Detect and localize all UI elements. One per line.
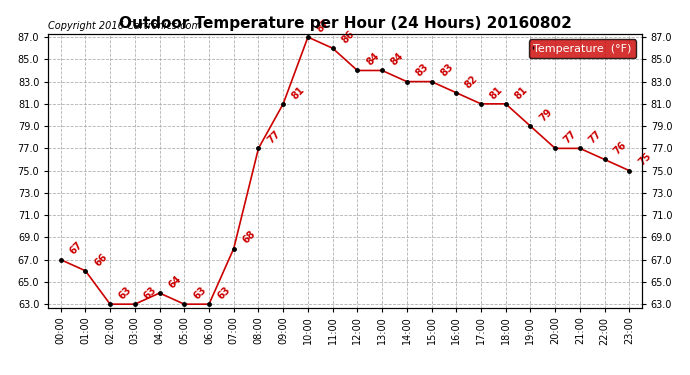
Text: 77: 77 [586,129,604,146]
Text: 77: 77 [562,129,579,146]
Text: 63: 63 [117,285,134,302]
Text: 83: 83 [438,62,455,79]
Text: 81: 81 [488,84,504,101]
Text: 84: 84 [389,51,406,68]
Legend: Temperature  (°F): Temperature (°F) [529,39,636,58]
Text: 81: 81 [290,84,307,101]
Text: 63: 63 [141,285,159,302]
Text: 63: 63 [216,285,233,302]
Text: 68: 68 [241,229,257,246]
Text: 87: 87 [315,18,332,34]
Text: 82: 82 [463,73,480,90]
Text: 79: 79 [538,107,554,123]
Text: 66: 66 [92,251,109,268]
Title: Outdoor Temperature per Hour (24 Hours) 20160802: Outdoor Temperature per Hour (24 Hours) … [119,16,571,31]
Text: 81: 81 [513,84,529,101]
Text: 83: 83 [414,62,431,79]
Text: 76: 76 [611,140,628,157]
Text: 75: 75 [636,151,653,168]
Text: Copyright 2016 Cartronics.com: Copyright 2016 Cartronics.com [48,21,201,31]
Text: 86: 86 [339,29,356,45]
Text: 67: 67 [68,240,84,257]
Text: 84: 84 [364,51,381,68]
Text: 63: 63 [191,285,208,302]
Text: 77: 77 [266,129,282,146]
Text: 64: 64 [166,274,183,290]
